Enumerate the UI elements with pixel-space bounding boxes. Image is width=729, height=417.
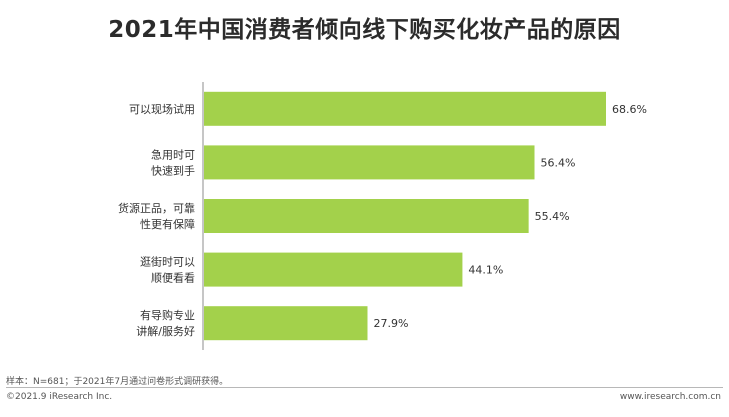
category-label: 货源正品，可靠性更有保障	[118, 201, 195, 231]
footer-divider	[6, 387, 723, 388]
category-label-line: 逛街时可以	[140, 255, 195, 269]
category-label: 急用时可快速到手	[151, 147, 195, 177]
category-label-line: 讲解/服务好	[136, 324, 195, 338]
category-label-line: 急用时可	[151, 147, 195, 161]
bar	[204, 306, 368, 341]
chart-title: 2021年中国消费者倾向线下购买化妆产品的原因	[108, 17, 621, 43]
category-label-line: 顺便看看	[151, 271, 195, 285]
category-label: 逛街时可以顺便看看	[140, 255, 195, 285]
category-label: 可以现场试用	[129, 102, 195, 116]
bar	[204, 199, 529, 233]
category-label: 有导购专业讲解/服务好	[136, 308, 195, 338]
sample-note: 样本：N=681；于2021年7月通过问卷形式调研获得。	[6, 377, 229, 387]
value-label: 44.1%	[468, 264, 503, 277]
bar	[204, 252, 463, 287]
value-label: 27.9%	[373, 317, 408, 330]
category-label-line: 货源正品，可靠	[118, 201, 195, 215]
category-label-line: 可以现场试用	[129, 102, 195, 116]
bar	[204, 145, 535, 180]
category-label-line: 性更有保障	[140, 217, 195, 231]
value-label: 55.4%	[535, 210, 570, 223]
category-label-line: 有导购专业	[140, 308, 195, 322]
value-label: 68.6%	[612, 103, 647, 116]
value-label: 56.4%	[541, 156, 576, 169]
category-label-line: 快速到手	[151, 163, 195, 177]
website-text: www.iresearch.com.cn	[619, 392, 721, 402]
bar	[204, 91, 606, 126]
copyright-text: ©2021.9 iResearch Inc.	[6, 392, 113, 402]
